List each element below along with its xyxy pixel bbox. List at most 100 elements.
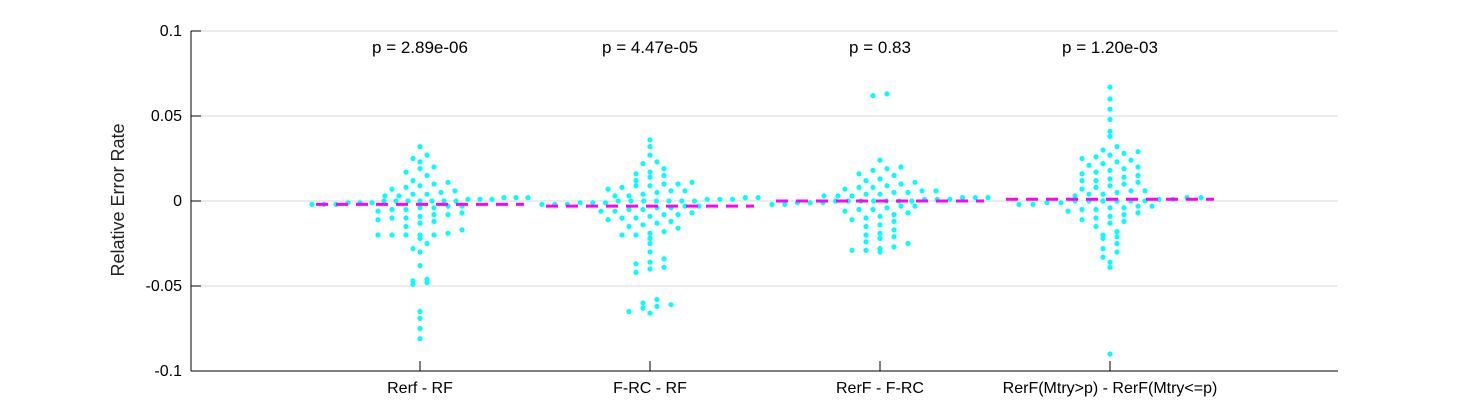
data-point (1128, 188, 1134, 194)
data-point (1079, 217, 1085, 223)
data-point (871, 198, 877, 204)
data-point (612, 193, 618, 199)
data-point (389, 232, 395, 238)
data-point (647, 249, 653, 255)
data-point (898, 164, 904, 170)
data-point (459, 210, 465, 216)
data-point (403, 232, 409, 238)
y-tick-label: -0.05 (146, 278, 183, 295)
data-point (417, 325, 423, 332)
data-point (849, 193, 855, 199)
data-point (1030, 201, 1036, 207)
data-point (1114, 249, 1120, 255)
data-point (1135, 172, 1141, 179)
data-point (661, 264, 667, 270)
data-point (1107, 133, 1113, 139)
data-point (1079, 186, 1085, 192)
data-point (369, 200, 375, 206)
data-point (863, 232, 869, 238)
data-point (863, 247, 869, 253)
y-tick-label: 0.05 (151, 108, 182, 125)
data-point (417, 336, 423, 342)
data-point (912, 203, 918, 209)
data-point (640, 300, 646, 306)
data-point (1079, 171, 1085, 177)
data-point (417, 144, 423, 150)
data-point (1135, 149, 1141, 155)
mean-lines (316, 197, 1214, 208)
data-point (626, 308, 632, 315)
data-point (742, 195, 748, 201)
data-point (1093, 206, 1099, 213)
data-point (1107, 259, 1113, 265)
data-point (905, 210, 911, 216)
data-point (870, 93, 876, 99)
data-point (1128, 157, 1134, 163)
data-point (1107, 205, 1113, 211)
data-point (654, 303, 660, 309)
data-point (647, 152, 653, 158)
data-point (675, 225, 681, 231)
data-point (501, 195, 507, 201)
data-point (417, 159, 423, 165)
data-point (654, 297, 660, 303)
data-point (1107, 128, 1113, 134)
data-point (1135, 210, 1141, 216)
data-point (877, 213, 883, 219)
data-point (403, 169, 409, 175)
data-point (898, 203, 904, 209)
data-point (389, 215, 395, 221)
data-point (619, 215, 625, 221)
data-point (691, 198, 698, 204)
data-point (877, 176, 883, 182)
data-points (309, 84, 1204, 357)
data-point (410, 246, 416, 252)
data-point (647, 230, 653, 236)
data-point (891, 212, 897, 218)
data-point (884, 183, 890, 189)
data-point (1198, 195, 1204, 201)
data-point (884, 166, 890, 172)
data-point (403, 215, 409, 221)
data-point (626, 206, 632, 213)
data-point (704, 196, 710, 202)
data-point (417, 166, 423, 172)
data-point (424, 276, 430, 282)
data-point (1100, 161, 1106, 167)
data-point (393, 198, 399, 204)
data-point (1100, 246, 1106, 252)
x-tick-label: RerF - F-RC (836, 380, 924, 397)
data-point (1107, 264, 1113, 270)
data-point (1072, 193, 1078, 199)
data-point (1107, 116, 1113, 122)
data-point (1121, 218, 1127, 224)
data-point (445, 212, 451, 218)
data-point (417, 198, 423, 204)
data-point (1114, 229, 1120, 235)
y-tick-labels: -0.1 -0.05 0 0.05 0.1 (146, 23, 183, 380)
data-point (424, 152, 430, 158)
data-point (539, 201, 545, 207)
data-point (675, 181, 681, 187)
data-point (863, 223, 869, 230)
data-point (870, 184, 876, 190)
data-point (863, 239, 869, 245)
data-point (590, 200, 596, 206)
data-point (661, 166, 667, 172)
data-point (1114, 240, 1120, 247)
data-point (647, 137, 653, 143)
data-point (821, 193, 827, 199)
data-point (577, 200, 583, 206)
data-point (424, 172, 430, 179)
data-point (856, 184, 862, 190)
data-point (891, 244, 897, 250)
data-point (856, 206, 862, 213)
data-point (661, 256, 667, 262)
data-point (633, 215, 639, 221)
data-point (947, 196, 953, 202)
data-point (972, 195, 978, 201)
data-point (863, 215, 869, 221)
data-point (769, 201, 775, 207)
data-point (1100, 191, 1106, 197)
p-value-label: p = 0.83 (849, 38, 911, 57)
